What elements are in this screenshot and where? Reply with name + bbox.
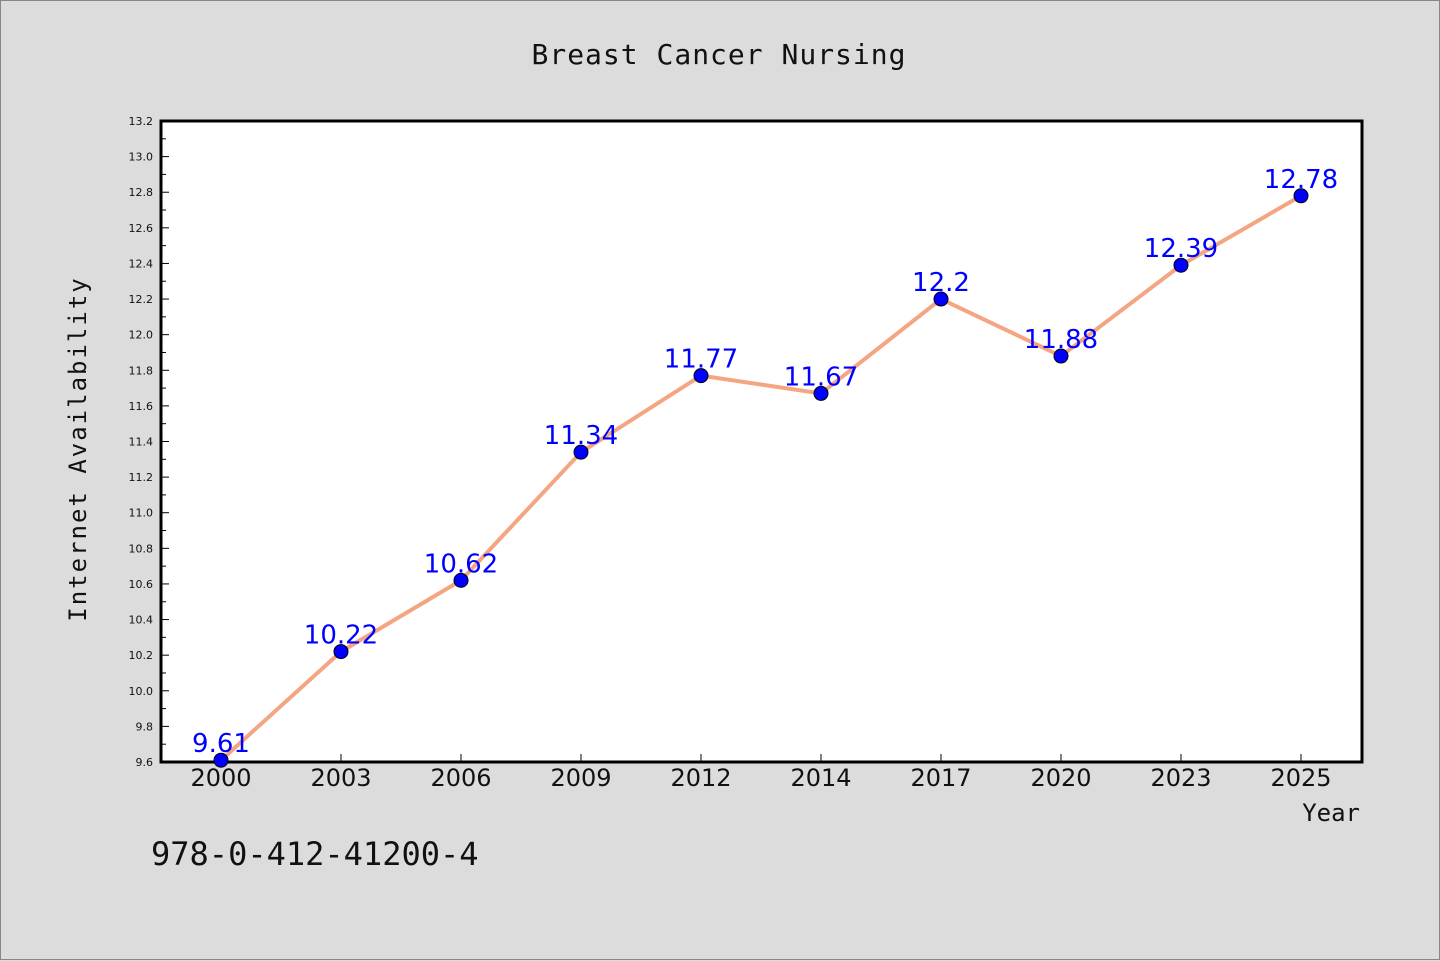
data-point-label: 10.22 (304, 621, 378, 651)
x-tick-label: 2020 (1030, 764, 1091, 792)
x-tick-label: 2009 (550, 764, 611, 792)
data-point-label: 11.67 (784, 362, 858, 392)
y-tick-label: 9.8 (136, 720, 154, 733)
y-tick-label: 10.8 (129, 542, 154, 555)
x-axis-label: Year (1302, 799, 1360, 827)
y-tick-label: 12.2 (129, 293, 154, 306)
y-tick-label: 10.4 (129, 614, 154, 627)
series-line (219, 194, 1303, 762)
data-point-marker (1053, 348, 1069, 364)
x-tick-label: 2014 (790, 764, 851, 792)
data-point-label: 11.88 (1024, 325, 1098, 355)
y-tick-label: 11.8 (129, 364, 154, 377)
y-axis: 9.6 9.8 10.0 10.2 10.4 10.6 10.8 11.0 11.2 11.4 11… (129, 115, 169, 769)
data-labels: 9.61 10.22 10.62 11.34 11.77 11.67 12.2 11.88 12… (192, 165, 1338, 759)
x-tick-label: 2000 (190, 764, 251, 792)
data-point-marker (693, 368, 709, 384)
plot-area (159, 119, 1364, 764)
y-tick-label: 10.6 (129, 578, 154, 591)
data-point-label: 11.34 (544, 421, 618, 451)
y-tick-label: 13.2 (129, 115, 154, 128)
data-point-marker (453, 572, 469, 588)
data-point-marker (1173, 257, 1189, 273)
data-point-marker (933, 291, 949, 307)
y-axis-label: Internet Availability (64, 276, 92, 621)
y-tick-label: 11.2 (129, 471, 154, 484)
x-tick-label: 2025 (1270, 764, 1331, 792)
x-tick-label: 2006 (430, 764, 491, 792)
x-tick-label: 2017 (910, 764, 971, 792)
data-point-label: 12.78 (1264, 165, 1338, 195)
data-point-marker (573, 444, 589, 460)
x-tick-label: 2012 (670, 764, 731, 792)
data-point-marker (1293, 188, 1309, 204)
chart-title: Breast Cancer Nursing (531, 38, 906, 71)
y-tick-label: 10.0 (129, 685, 154, 698)
y-tick-label: 12.8 (129, 186, 154, 199)
isbn-annotation: 978-0-412-41200-4 (151, 835, 479, 873)
y-tick-label: 11.0 (129, 507, 154, 520)
data-point-marker (213, 752, 229, 768)
y-tick-label: 13.0 (129, 151, 154, 164)
data-point-label: 9.61 (192, 729, 250, 759)
y-tick-label: 11.6 (129, 400, 154, 413)
x-tick-label: 2003 (310, 764, 371, 792)
y-tick-label: 10.2 (129, 649, 154, 662)
y-tick-label: 11.4 (129, 436, 154, 449)
y-tick-label: 12.4 (129, 257, 154, 270)
y-tick-label: 12.6 (129, 222, 154, 235)
data-point-label: 10.62 (424, 549, 498, 579)
series-markers (213, 188, 1309, 768)
x-tick-label: 2023 (1150, 764, 1211, 792)
x-axis: 2000 2003 2006 2009 2012 2014 2017 2020 2023 2025 (190, 754, 1332, 792)
data-point-marker (333, 644, 349, 660)
data-point-marker (813, 385, 829, 401)
data-point-label: 12.39 (1144, 234, 1218, 264)
y-tick-label: 12.0 (129, 329, 154, 342)
data-point-label: 11.77 (664, 345, 738, 375)
y-tick-label: 9.6 (136, 756, 154, 769)
data-point-label: 12.2 (912, 268, 970, 298)
